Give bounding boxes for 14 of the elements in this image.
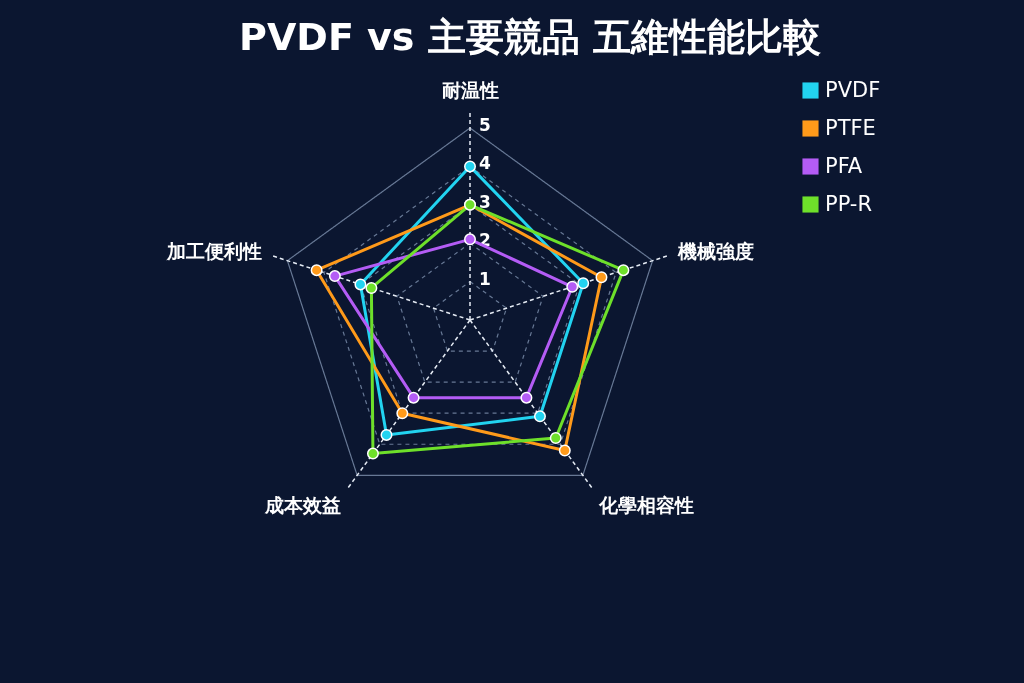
y-tick-label: 3 [479,191,491,212]
spoke-label: 加工便利性 [165,240,262,263]
legend-label: PVDF [825,77,881,102]
legend-label: PTFE [825,115,876,140]
y-tick-label: 1 [479,268,491,289]
spoke-label: 耐温性 [441,79,499,102]
spoke-label: 化學相容性 [597,494,694,517]
chart-title: PVDF vs 主要競品 五維性能比較 [239,15,821,59]
spoke-label: 成本效益 [264,494,342,517]
y-tick-label: 4 [479,153,491,174]
y-tick-label: 5 [479,115,491,135]
legend-label: PFA [825,153,863,178]
legend-label: PP-R [825,191,873,216]
spoke-label: 機械強度 [677,240,755,263]
